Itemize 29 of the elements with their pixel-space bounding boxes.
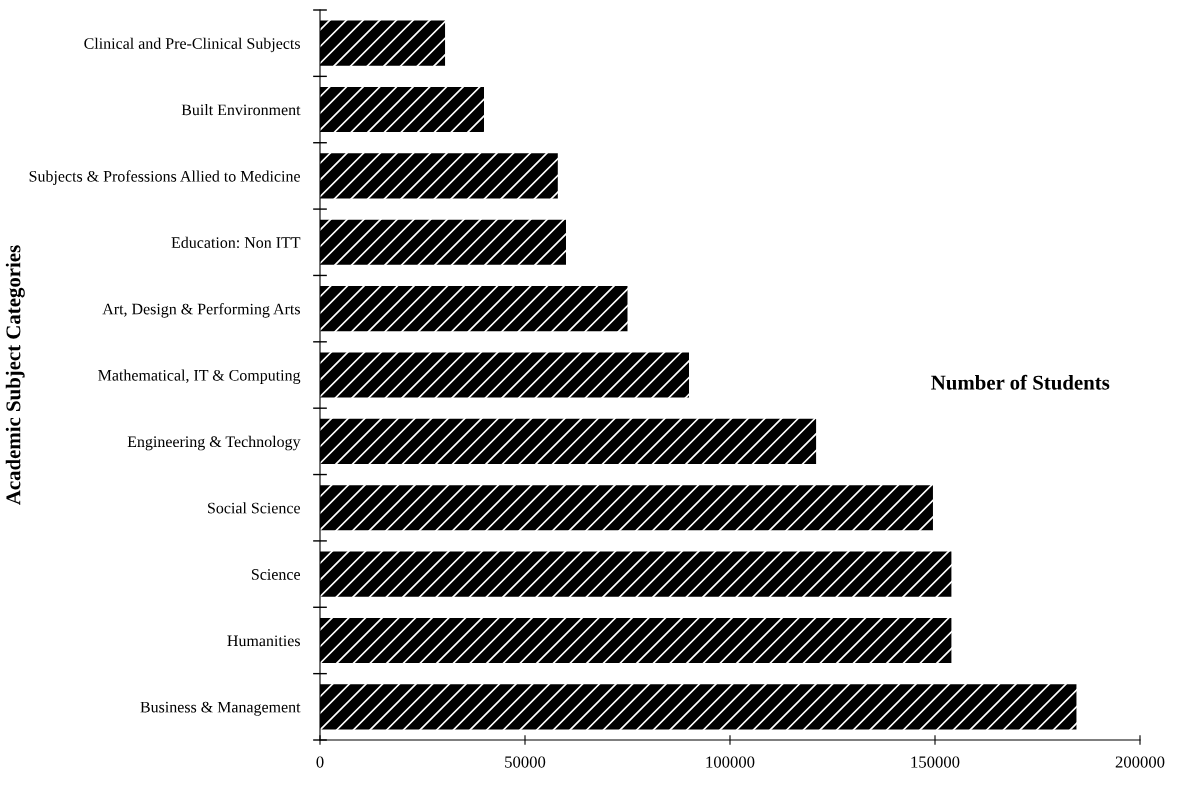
y-tick-label: Subjects & Professions Allied to Medicine — [29, 170, 300, 185]
bar — [320, 219, 566, 265]
x-tick-label: 150000 — [911, 756, 960, 768]
bar — [320, 86, 484, 133]
y-axis-title: Academic Subject Categories — [5, 245, 25, 505]
y-tick-label: Engineering & Technology — [127, 435, 301, 451]
y-tick-label: Education: Non ITT — [171, 236, 301, 249]
y-tick-label: Science — [251, 569, 300, 580]
bar — [320, 20, 446, 66]
x-tick-label: 50000 — [505, 756, 546, 768]
x-tick-label: 100000 — [706, 756, 755, 768]
bar — [320, 352, 689, 398]
y-tick-label: Built Environment — [181, 104, 301, 116]
bar — [320, 286, 628, 332]
bar — [320, 418, 817, 464]
y-tick-label: Business & Management — [140, 701, 301, 716]
bar — [320, 485, 933, 531]
y-tick-label: Mathematical, IT & Computing — [98, 369, 301, 384]
bar — [320, 684, 1077, 730]
bar — [320, 153, 558, 199]
y-tick-label: Humanities — [227, 635, 300, 647]
y-tick-label: Social Science — [208, 502, 300, 514]
bar — [320, 617, 952, 664]
bar — [320, 551, 952, 597]
x-tick-label: 0 — [316, 756, 324, 768]
y-tick-label: Clinical and Pre-Clinical Subjects — [84, 37, 300, 53]
y-tick-label: Art, Design & Performing Arts — [102, 303, 300, 318]
x-axis-title: Number of Students — [931, 374, 1110, 390]
x-tick-label: 200000 — [1115, 756, 1165, 768]
